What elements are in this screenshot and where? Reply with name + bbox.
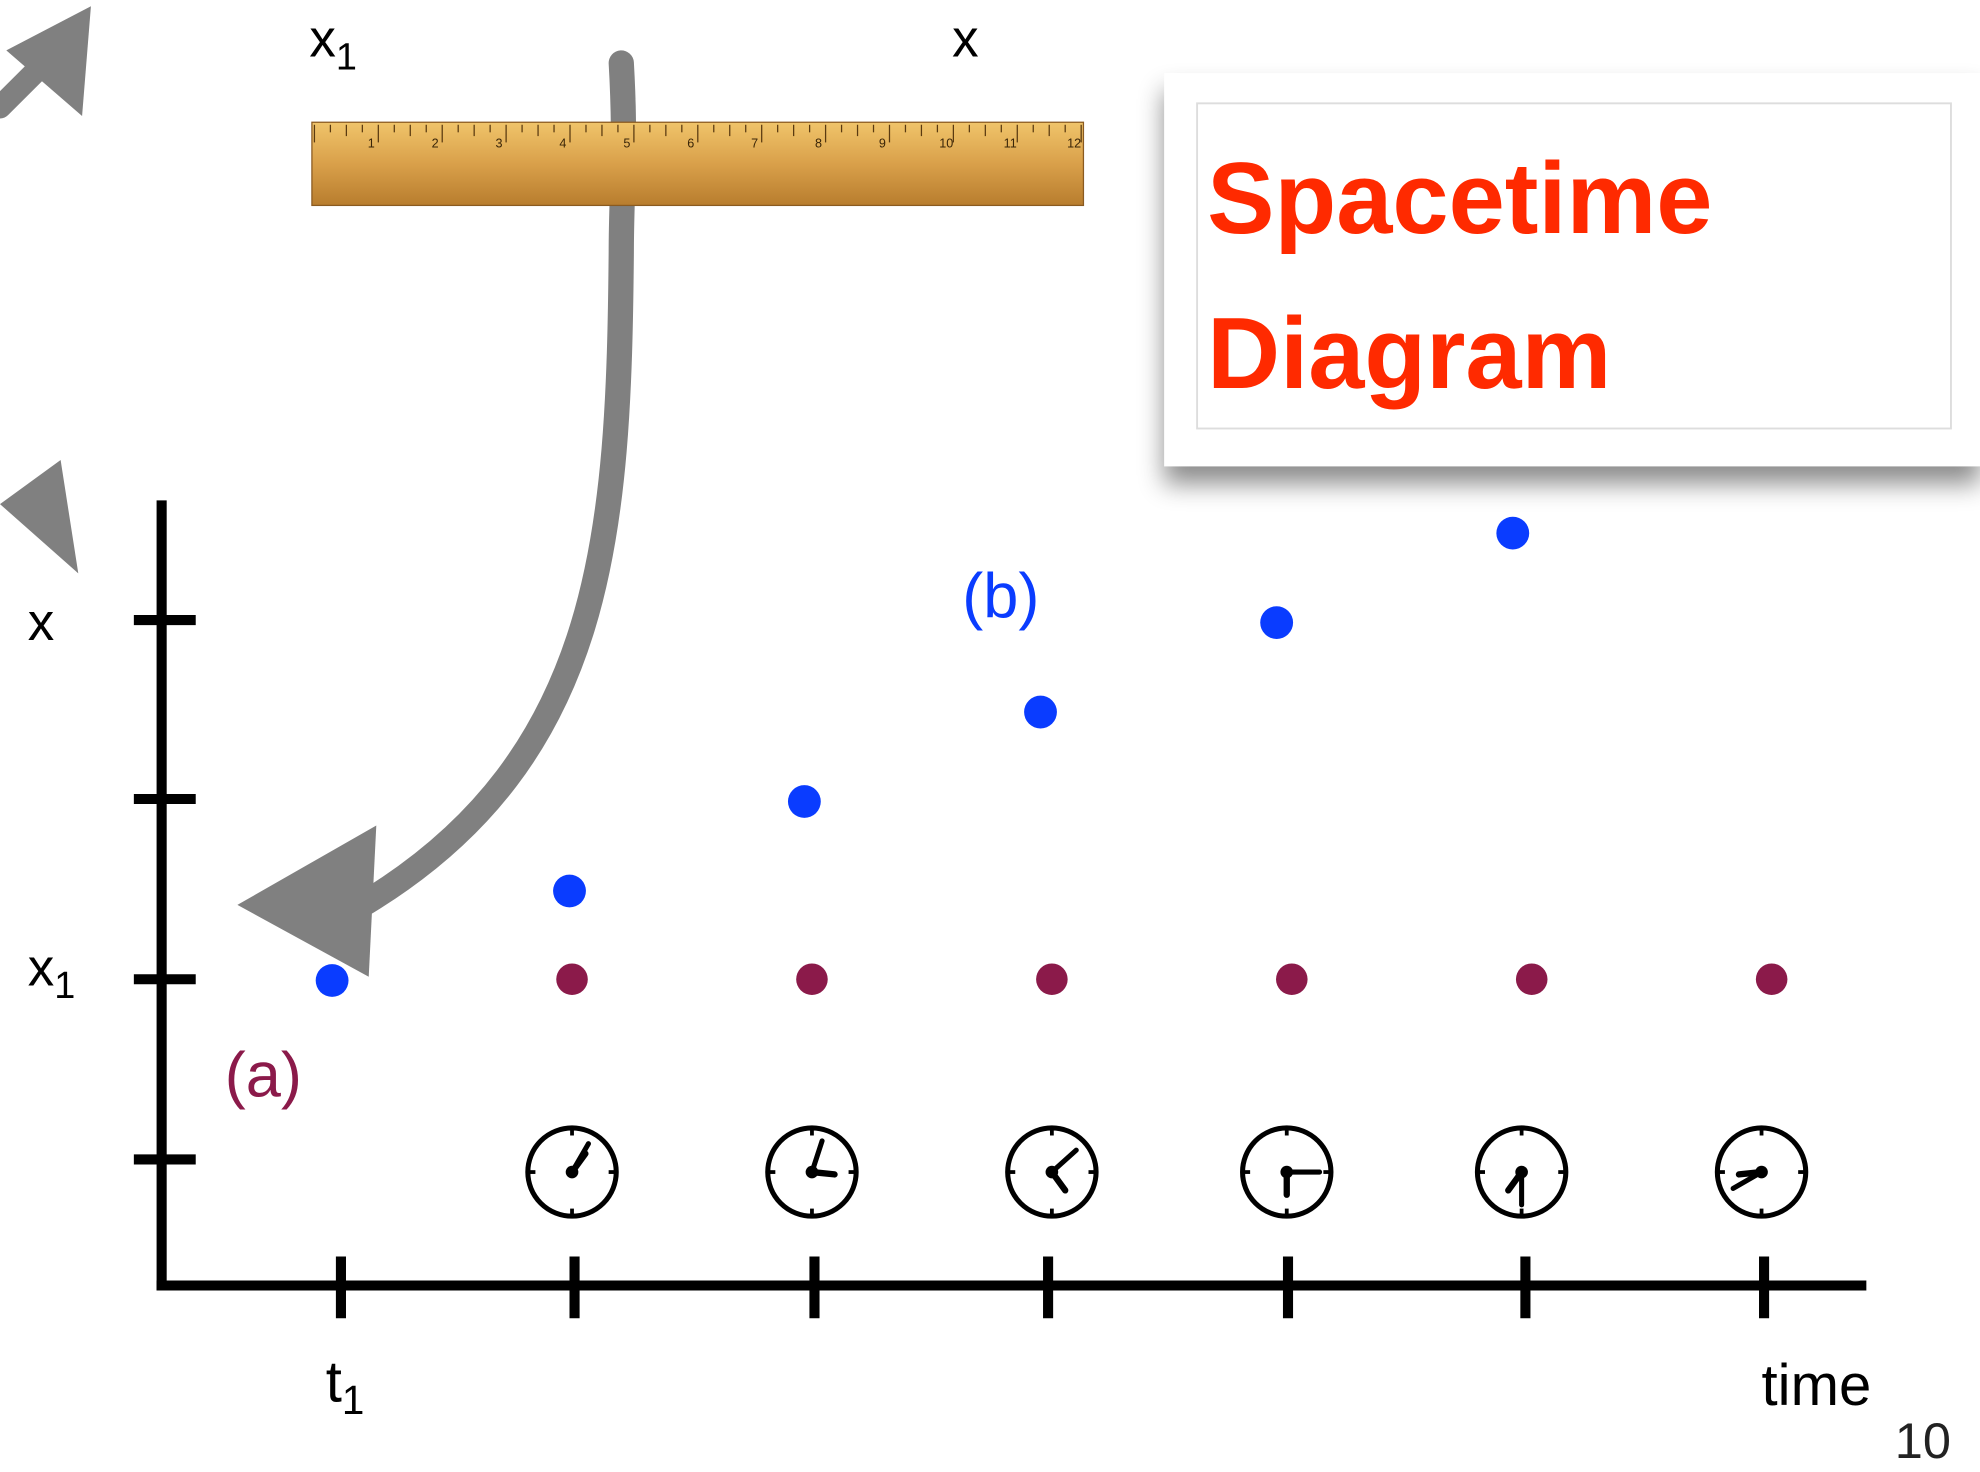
clock bbox=[1005, 1125, 1099, 1219]
label-main: x bbox=[952, 10, 979, 69]
blue-dot bbox=[315, 964, 349, 997]
ruler-number: 11 bbox=[1004, 136, 1017, 150]
purple-dot bbox=[556, 963, 588, 995]
ruler-number: 10 bbox=[939, 136, 953, 150]
label-sub: 1 bbox=[342, 1377, 364, 1423]
title-line: Spacetime bbox=[1207, 143, 1712, 255]
blue-dot bbox=[553, 874, 586, 908]
arrow-head bbox=[6, 6, 91, 116]
clock-center bbox=[565, 1165, 579, 1179]
ruler: 1 2 3 4 5 6 7 8 9 10 11 12 bbox=[311, 121, 1085, 207]
purple-dot bbox=[1036, 963, 1068, 995]
clock-center bbox=[1280, 1165, 1294, 1179]
series-label: (b) bbox=[962, 562, 1039, 632]
clock-center bbox=[1045, 1165, 1059, 1179]
clock bbox=[1714, 1125, 1809, 1219]
title-line: Diagram bbox=[1207, 298, 1611, 410]
blue-dot bbox=[1496, 516, 1530, 550]
title-card bbox=[1164, 73, 1980, 467]
top-label: x bbox=[952, 10, 979, 69]
arrow-head bbox=[0, 460, 79, 574]
x-label: time bbox=[1762, 1353, 1872, 1418]
label-main: x bbox=[28, 939, 55, 998]
arrow-heads bbox=[0, 6, 377, 977]
purple-dot bbox=[796, 963, 828, 995]
ruler-number: 6 bbox=[687, 136, 694, 150]
ruler-number: 2 bbox=[432, 136, 439, 150]
arrow-head bbox=[237, 825, 377, 977]
clock bbox=[1474, 1125, 1569, 1219]
label-sub: 1 bbox=[336, 36, 357, 78]
blue-dot bbox=[1024, 695, 1057, 729]
y-label: x1 bbox=[28, 939, 76, 1008]
dots bbox=[315, 516, 1788, 997]
clock bbox=[1240, 1125, 1334, 1219]
clock-center bbox=[1755, 1165, 1768, 1179]
ruler-number: 9 bbox=[879, 136, 886, 150]
ruler-number: 3 bbox=[496, 136, 503, 150]
ruler-number: 4 bbox=[559, 136, 566, 150]
ruler-number: 12 bbox=[1067, 136, 1081, 150]
ruler-number: 5 bbox=[623, 136, 630, 150]
label-main: x bbox=[28, 593, 55, 652]
clock-center bbox=[805, 1165, 819, 1179]
ruler-number: 1 bbox=[368, 136, 375, 150]
y-label: x bbox=[28, 593, 55, 652]
label-main: t bbox=[326, 1349, 342, 1414]
ruler-number: 7 bbox=[751, 136, 758, 150]
purple-dot bbox=[1755, 963, 1788, 995]
page-number: 10 bbox=[1895, 1412, 1951, 1469]
label-sub: 1 bbox=[54, 965, 75, 1007]
top-label: x1 bbox=[309, 10, 357, 79]
purple-dot bbox=[1515, 963, 1548, 995]
blue-dot bbox=[1260, 606, 1294, 639]
ticks bbox=[133, 615, 1770, 1319]
x-label: t1 bbox=[326, 1349, 365, 1423]
clock-center bbox=[1515, 1165, 1528, 1179]
clocks bbox=[525, 1125, 1809, 1219]
series-label: (a) bbox=[225, 1040, 302, 1110]
clock bbox=[765, 1125, 859, 1219]
label-main: x bbox=[309, 10, 336, 69]
blue-dot bbox=[787, 785, 821, 818]
title-frame bbox=[1196, 102, 1952, 430]
ruler-number: 8 bbox=[815, 136, 822, 150]
clock bbox=[525, 1125, 619, 1219]
purple-dot bbox=[1276, 963, 1308, 995]
